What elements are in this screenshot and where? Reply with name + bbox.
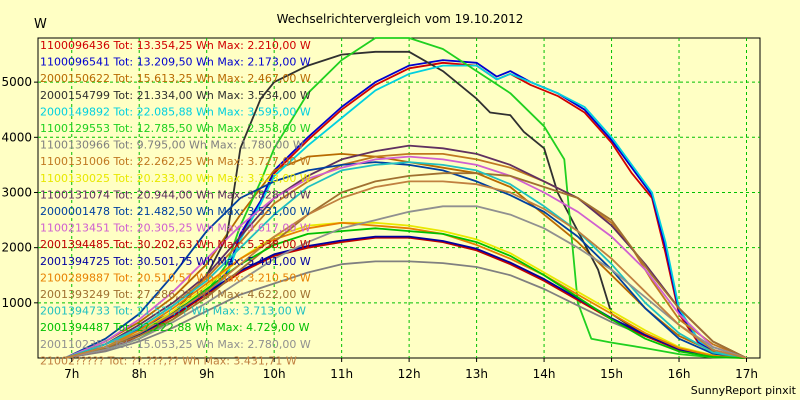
- y-axis-label: W: [34, 17, 47, 32]
- x-tick-label: 17h: [735, 367, 758, 381]
- x-tick-label: 16h: [668, 367, 691, 381]
- series-line-2000001478: [64, 161, 747, 359]
- x-tick-label: 8h: [132, 367, 147, 381]
- x-tick-label: 15h: [600, 367, 623, 381]
- legend-entry: 2001394485 Tot: 30.202,63 Wh Max: 5.338,…: [40, 238, 311, 251]
- series-line-2100289887: [64, 221, 747, 359]
- legend-entry: 2000154799 Tot: 21.334,00 Wh Max: 3.534,…: [40, 89, 311, 102]
- legend-entry: 21002????? Tot: ??.???,?? Wh Max: 3.431,…: [40, 354, 297, 367]
- y-tick-label: 5000: [1, 75, 32, 89]
- legend-entry: 2000150622 Tot: 15.613,25 Wh Max: 2.467,…: [40, 72, 311, 85]
- legend-entry: 1100130025 Tot: 20.233,00 Wh Max: 3.323,…: [40, 172, 311, 185]
- legend-entry: 1100096436 Tot: 13.354,25 Wh Max: 2.210,…: [40, 39, 311, 52]
- legend-entry: 1100130966 Tot: 9.795,00 Wh Max: 1.780,0…: [40, 139, 304, 152]
- y-tick-label: 1000: [1, 296, 32, 310]
- series-line-2000149892: [64, 64, 747, 359]
- tick-labels: 7h 8h 9h 10h 11h 12h 13h 14h 15h 16h 17h 1000 2000 30…: [1, 75, 757, 381]
- y-tick-label: 3000: [1, 185, 32, 199]
- x-tick-label: 12h: [398, 367, 421, 381]
- y-tick-label: 2000: [1, 241, 32, 255]
- legend-entry: 1100131006 Tot: 22.262,25 Wh Max: 3.727,…: [40, 155, 311, 168]
- x-tick-label: 13h: [465, 367, 488, 381]
- series-line-21002: [64, 180, 747, 359]
- x-tick-label: 9h: [199, 367, 214, 381]
- series-line-2001394733: [64, 161, 747, 359]
- legend-entry: 2100289887 Tot: 20.510,57 Wh Max: 3.210,…: [40, 271, 311, 284]
- x-tick-label: 10h: [263, 367, 286, 381]
- series-line-2000154799: [64, 50, 747, 359]
- series-line-2001102351: [64, 205, 747, 359]
- legend-entry: 2000001478 Tot: 21.482,50 Wh Max: 3.531,…: [40, 205, 311, 218]
- x-tick-label: 14h: [533, 367, 556, 381]
- legend-entry: 1100131074 Tot: 20.944,00 Wh Max: 3.828,…: [40, 188, 311, 201]
- legend-entry: 1100129553 Tot: 12.785,50 Wh Max: 2.358,…: [40, 122, 311, 135]
- legend-entry: 2001394733 Tot: 21.5??,?? Wh Max: 3.713,…: [40, 305, 306, 318]
- legend-entry: 1100213451 Tot: 20.305,25 Wh Max: 3.617,…: [40, 222, 311, 235]
- legend-entry: 2000149892 Tot: 22.085,88 Wh Max: 3.595,…: [40, 105, 311, 118]
- series-line-1100213451: [64, 155, 747, 359]
- chart-title: Wechselrichtervergleich vom 19.10.2012: [277, 12, 524, 26]
- legend-entry: 2001102351 Tot: 15.053,25 Wh Max: 2.780,…: [40, 338, 311, 351]
- legend-entry: 2001394725 Tot: 30.501,75 Wh Max: 5.401,…: [40, 255, 311, 268]
- x-tick-label: 7h: [64, 367, 79, 381]
- footer-credit: SunnyReport pinxit: [691, 384, 797, 397]
- series-line-2001394725: [64, 235, 747, 359]
- legend: 1100096436 Tot: 13.354,25 Wh Max: 2.210,…: [40, 39, 311, 367]
- y-tick-label: 4000: [1, 130, 32, 144]
- series-line-1100131006: [64, 153, 747, 359]
- series-line-2001394485: [64, 236, 747, 359]
- legend-entry: 2001394487 Tot: 2?.222,88 Wh Max: 4.729,…: [40, 321, 310, 334]
- series-group: [64, 37, 747, 359]
- x-tick-label: 11h: [330, 367, 353, 381]
- series-line-1100130025: [64, 221, 747, 359]
- legend-entry: 2001393249 Tot: 27.286,25 Wh Max: 4.622,…: [40, 288, 311, 301]
- series-line-2001393249: [64, 172, 747, 359]
- legend-entry: 1100096541 Tot: 13.209,50 Wh Max: 2.173,…: [40, 56, 311, 69]
